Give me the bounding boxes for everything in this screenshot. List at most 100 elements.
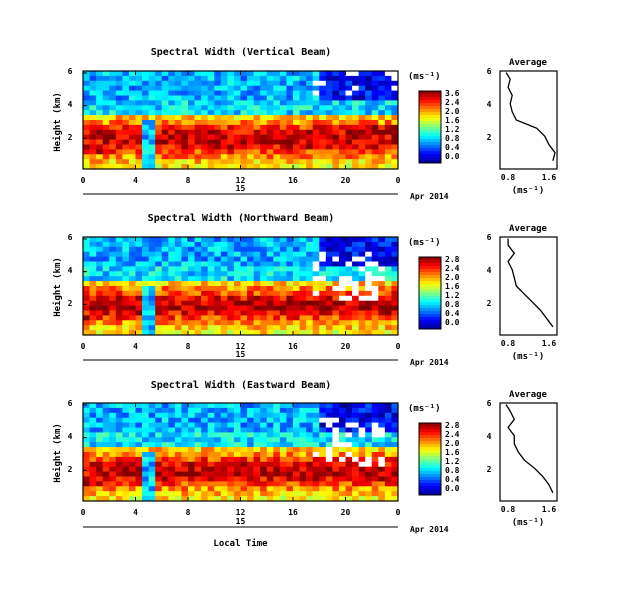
- heatmap-cell: [89, 452, 97, 458]
- heatmap-cell: [325, 110, 333, 116]
- heatmap-cell: [240, 481, 248, 487]
- heatmap-cell: [109, 295, 117, 301]
- heatmap-cell: [371, 486, 379, 492]
- heatmap-cell: [174, 305, 182, 311]
- heatmap-cell: [89, 442, 97, 448]
- heatmap-cell: [247, 466, 254, 472]
- heatmap-cell: [174, 246, 182, 252]
- heatmap-cell: [194, 134, 202, 140]
- heatmap-cell: [102, 95, 110, 101]
- heatmap-cell: [240, 295, 248, 301]
- heatmap-cell: [240, 452, 248, 458]
- heatmap-cell: [181, 427, 189, 433]
- heatmap-cell: [109, 496, 117, 502]
- heatmap-cell: [128, 124, 136, 131]
- heatmap-cell: [220, 422, 228, 428]
- heatmap-cell: [365, 100, 373, 106]
- heatmap-cell: [194, 461, 202, 467]
- heatmap-cell: [181, 486, 189, 492]
- heatmap-cell: [168, 71, 176, 77]
- heatmap-cell: [155, 403, 163, 409]
- heatmap-cell: [233, 437, 241, 443]
- heatmap-cell: [148, 139, 156, 145]
- heatmap-cell: [319, 442, 327, 448]
- heatmap-cell: [122, 491, 130, 497]
- heatmap-cell: [135, 417, 143, 423]
- heatmap-cell: [220, 325, 228, 331]
- heatmap-cell: [83, 129, 90, 135]
- heatmap-cell: [122, 290, 130, 297]
- heatmap-cell: [214, 144, 222, 150]
- heatmap-cell: [371, 251, 379, 257]
- heatmap-cell: [391, 71, 399, 77]
- heatmap-cell: [102, 71, 110, 77]
- heatmap-cell: [391, 120, 399, 126]
- heatmap-cell: [358, 447, 366, 453]
- heatmap-cell: [345, 461, 353, 467]
- heatmap-cell: [384, 476, 392, 482]
- heatmap-cell: [201, 305, 208, 311]
- heatmap-cell: [306, 80, 313, 86]
- heatmap-cell: [135, 315, 143, 321]
- heatmap-cell: [135, 149, 143, 155]
- heatmap-cell: [266, 100, 274, 106]
- heatmap-cell: [83, 237, 90, 243]
- heatmap-cell: [338, 427, 346, 433]
- heatmap-cell: [319, 271, 327, 277]
- heatmap-cell: [142, 286, 149, 292]
- heatmap-cell: [325, 422, 333, 428]
- heatmap-cell: [207, 290, 215, 297]
- colorbar-swatch: [419, 308, 441, 312]
- heatmap-cell: [332, 251, 340, 257]
- heatmap-cell: [214, 452, 222, 458]
- heatmap-cell: [89, 276, 97, 282]
- heatmap-cell: [293, 100, 300, 106]
- x-tick-label: 20: [341, 176, 351, 185]
- heatmap-cell: [338, 471, 346, 477]
- heatmap-cell: [325, 124, 333, 131]
- heatmap-cell: [155, 437, 163, 443]
- heatmap-cell: [155, 271, 163, 277]
- heatmap-cell: [128, 403, 136, 409]
- heatmap-cell: [194, 330, 202, 336]
- heatmap-cell: [391, 310, 399, 316]
- heatmap-cell: [122, 90, 130, 96]
- heatmap-cell: [233, 315, 241, 321]
- heatmap-cell: [109, 149, 117, 155]
- heatmap-cell: [96, 75, 103, 82]
- heatmap-cell: [319, 491, 327, 497]
- heatmap-cell: [122, 144, 130, 150]
- heatmap-cell: [128, 164, 136, 170]
- heatmap-cell: [391, 241, 399, 248]
- heatmap-cell: [279, 75, 287, 82]
- heatmap-cell: [168, 90, 176, 96]
- heatmap-cell: [253, 241, 261, 248]
- colorbar-tick-label: 0.8: [445, 300, 460, 309]
- heatmap-cell: [247, 412, 254, 418]
- heatmap-cell: [188, 330, 195, 336]
- heatmap-cell: [306, 456, 313, 463]
- x-tick-label: 0: [81, 508, 86, 517]
- heatmap-cell: [325, 134, 333, 140]
- heatmap-cell: [266, 456, 274, 463]
- y-tick-label: 6: [68, 399, 73, 408]
- heatmap-cell: [109, 110, 117, 116]
- heatmap-cell: [227, 315, 235, 321]
- heatmap-cell: [214, 110, 222, 116]
- heatmap-cell: [89, 256, 97, 262]
- heatmap-cell: [260, 417, 268, 423]
- heatmap-cell: [338, 85, 346, 91]
- heatmap-cell: [345, 300, 353, 306]
- heatmap-cell: [174, 159, 182, 165]
- heatmap-cell: [253, 90, 261, 96]
- heatmap-cell: [358, 290, 366, 297]
- heatmap-cell: [293, 256, 300, 262]
- heatmap-cell: [109, 271, 117, 277]
- heatmap-cell: [83, 491, 90, 497]
- heatmap-cell: [188, 417, 195, 423]
- heatmap-cell: [181, 105, 189, 111]
- heatmap-cell: [148, 417, 156, 423]
- heatmap-cell: [201, 276, 208, 282]
- heatmap-cell: [260, 95, 268, 101]
- colorbar-swatch: [419, 447, 441, 451]
